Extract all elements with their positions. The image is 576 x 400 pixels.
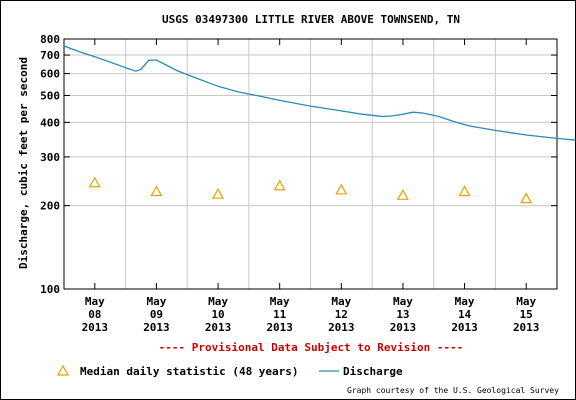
median-marker [396,189,409,200]
discharge-line [63,45,575,141]
chart-title: USGS 03497300 LITTLE RIVER ABOVE TOWNSEN… [162,13,460,26]
x-tick-label: May 13 2013 [390,295,417,334]
y-tick-label: 600 [40,68,60,81]
credit-text: Graph courtesy of the U.S. Geological Su… [347,386,559,395]
median-marker [520,192,533,204]
plot-area [63,38,558,290]
x-tick-label-line: 08 [88,308,101,321]
x-tick-label-line: 09 [150,308,163,321]
legend-median-marker [56,364,70,376]
x-tick-label-line: 2013 [266,321,293,334]
median-marker [150,185,163,197]
x-tick-label-line: 2013 [390,321,417,334]
y-tick-label: 100 [40,283,60,296]
y-tick-label: 500 [40,90,60,103]
median-marker [273,179,286,191]
median-marker [335,183,348,195]
x-tick-label-line: May [85,295,105,308]
x-tick-label-line: May [516,295,536,308]
x-tick-label-line: May [270,295,290,308]
x-tick-label: May 11 2013 [266,295,293,334]
x-tick-label-line: 2013 [451,321,478,334]
x-tick-label-line: 12 [335,308,348,321]
grid-lines [64,38,558,290]
x-tick-label-line: 2013 [328,321,355,334]
x-tick-label-line: 2013 [205,321,232,334]
legend-median-label: Median daily statistic (48 years) [80,365,299,378]
x-tick-label-line: 10 [211,308,224,321]
legend-discharge-label: Discharge [343,365,403,378]
x-tick-label: May 12 2013 [328,295,355,334]
x-tick-label-line: 15 [520,308,533,321]
x-tick-label: May 09 2013 [143,295,170,334]
median-marker [458,185,471,197]
x-tick-label-line: 2013 [82,321,109,334]
y-tick-label: 400 [40,116,60,129]
x-tick-label-line: 2013 [143,321,170,334]
x-tick-label-line: May [331,295,351,308]
data-series [63,45,575,204]
x-tick-label: May 15 2013 [513,295,540,334]
median-marker [88,176,101,188]
x-tick-label-line: 13 [396,308,409,321]
x-tick-label-line: 11 [273,308,287,321]
x-tick-label: May 08 2013 [82,295,109,334]
x-tick-label: May 10 2013 [205,295,232,334]
x-tick-label-line: May [393,295,413,308]
x-tick-label-line: May [208,295,228,308]
provisional-note: ---- Provisional Data Subject to Revisio… [159,341,464,354]
x-tick-label-line: May [455,295,475,308]
y-tick-label: 200 [40,200,60,213]
x-tick-label-line: 2013 [513,321,540,334]
y-tick-label: 300 [40,151,60,164]
y-tick-label: 800 [40,33,60,46]
legend: Median daily statistic (48 years) Dischar… [56,364,403,378]
y-tick-label: 700 [40,49,60,62]
x-tick-label-line: May [147,295,167,308]
x-tick-label: May 14 2013 [451,295,478,334]
median-marker [212,187,225,199]
y-axis-label: Discharge, cubic feet per second [17,57,30,269]
y-tick-labels: 100 200 300 400 500 600 700 800 [40,33,60,296]
x-tick-label-line: 14 [458,308,472,321]
